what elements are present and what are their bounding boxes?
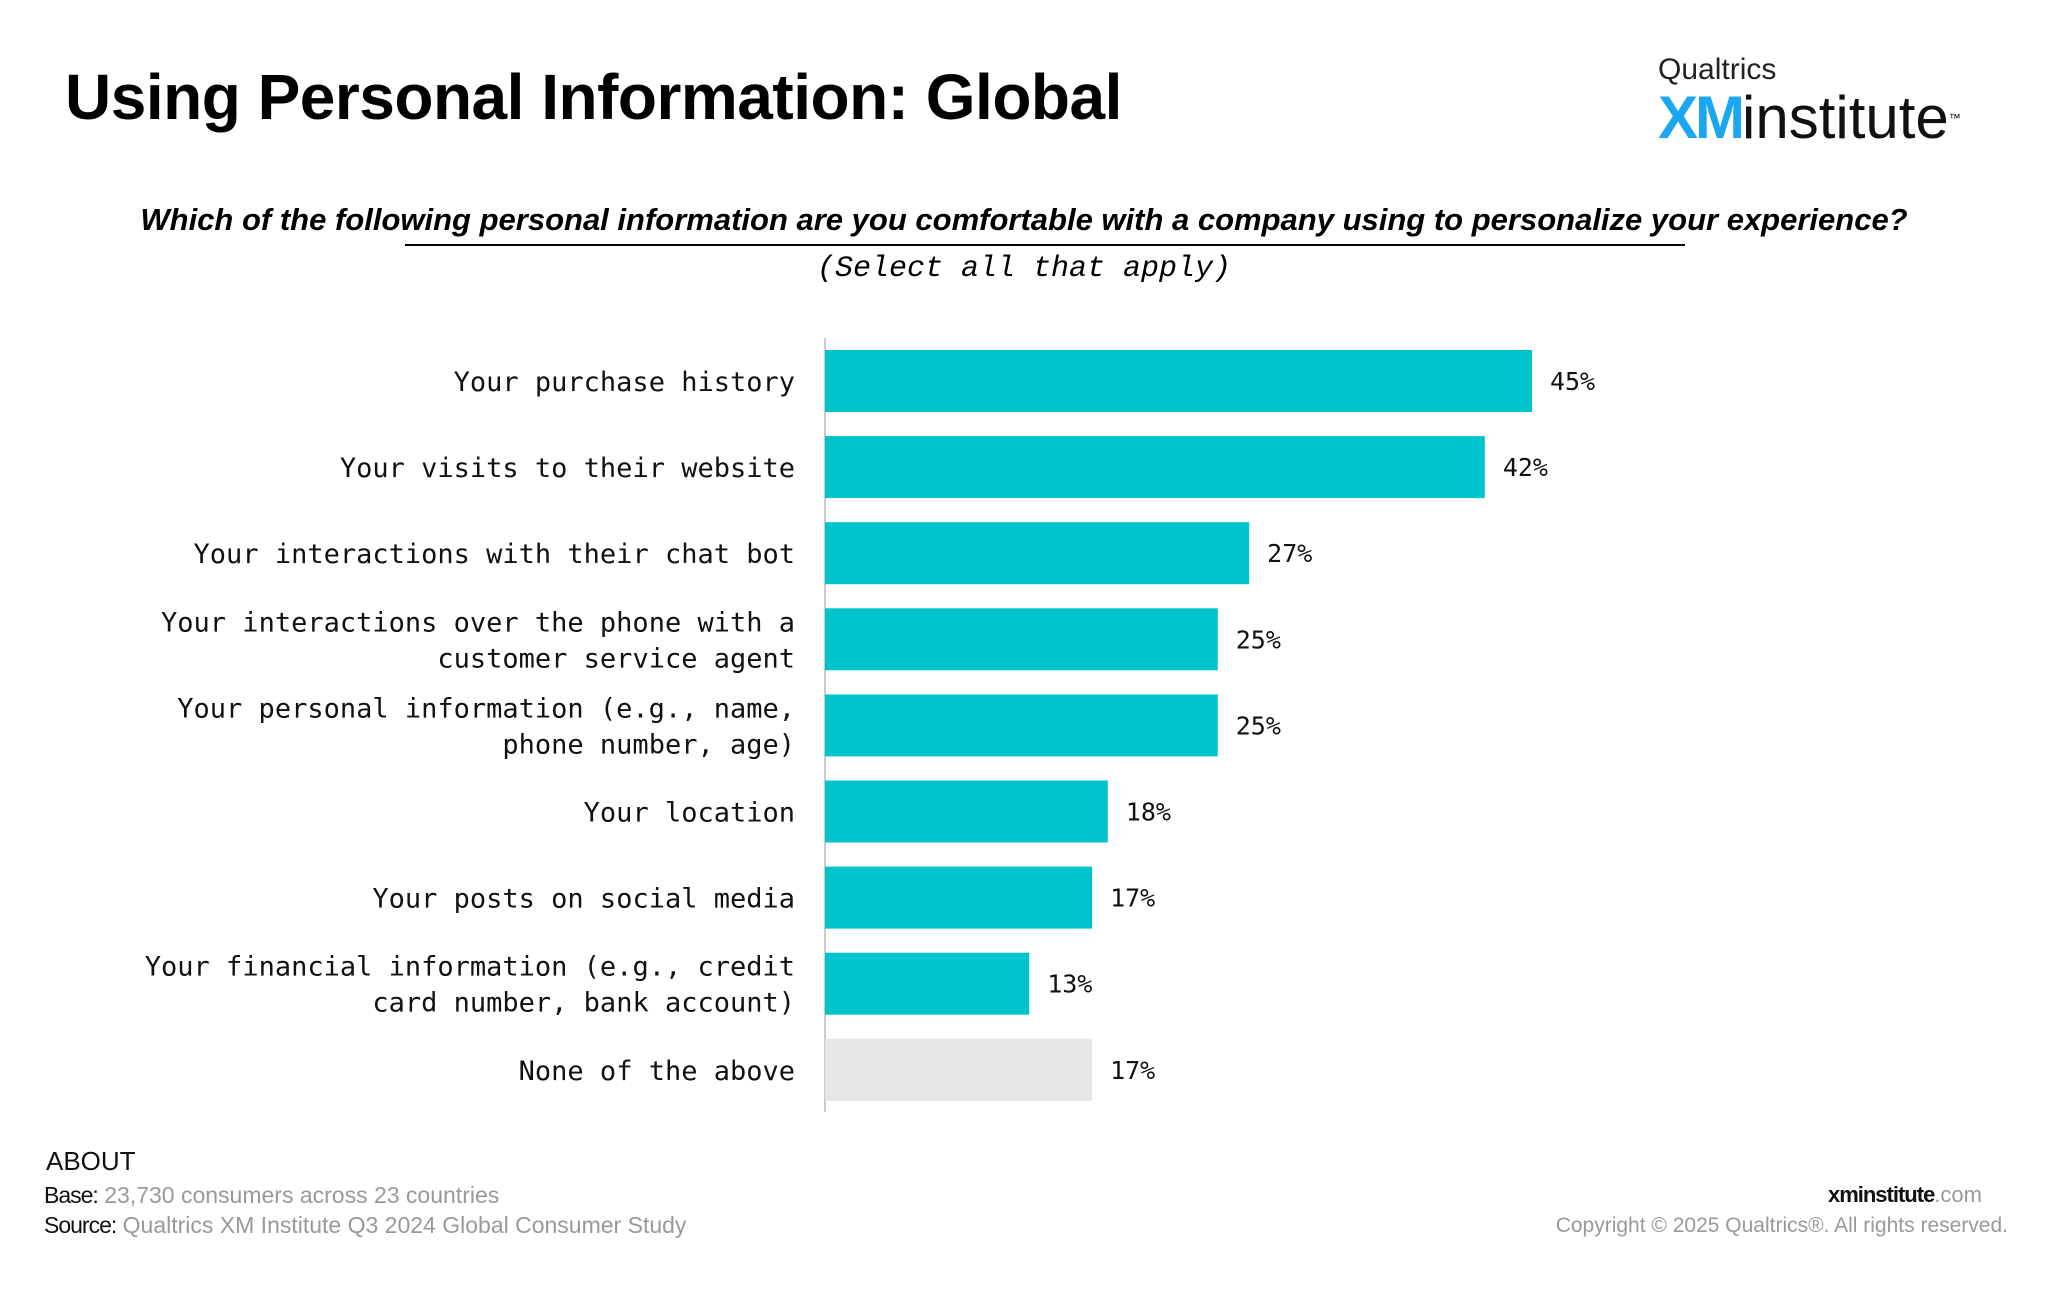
- site-url-suffix: .com: [1934, 1182, 1982, 1207]
- bar: [825, 522, 1250, 585]
- bar-value-label: 17%: [1110, 884, 1155, 913]
- bar-value-label: 42%: [1503, 453, 1548, 482]
- bar-value-label: 18%: [1126, 798, 1171, 827]
- category-label: Your visits to their website: [340, 453, 795, 484]
- logo-xm-text: XM: [1658, 84, 1745, 151]
- xm-institute-logo: Qualtrics XMinstitute™: [1658, 52, 1998, 148]
- logo-trademark: ™: [1948, 111, 1961, 125]
- category-label: Your location: [584, 798, 795, 829]
- question-underline: [405, 244, 1685, 246]
- bar: [825, 694, 1218, 757]
- category-label-line: Your posts on social media: [372, 884, 795, 915]
- chart-title: Using Personal Information: Global: [65, 61, 1122, 133]
- category-label: Your interactions with their chat bot: [194, 539, 795, 570]
- category-label: Your financial information (e.g., credit…: [145, 952, 795, 1019]
- category-label: Your posts on social media: [372, 884, 795, 915]
- bar: [825, 866, 1093, 929]
- base-value: 23,730 consumers across 23 countries: [104, 1182, 500, 1208]
- category-label-line: Your interactions with their chat bot: [194, 539, 795, 570]
- about-heading: ABOUT: [46, 1146, 136, 1176]
- site-url-bold: xminstitute: [1827, 1182, 1935, 1207]
- source-label: Source:: [44, 1212, 117, 1238]
- category-label-line: Your financial information (e.g., credit: [145, 952, 795, 983]
- bar: [825, 1038, 1093, 1101]
- base-note: Base: 23,730 consumers across 23 countri…: [44, 1182, 499, 1209]
- bar-value-label: 17%: [1110, 1056, 1155, 1085]
- bar-value-label: 13%: [1047, 970, 1092, 999]
- category-label-line: Your purchase history: [454, 367, 795, 398]
- bar: [825, 780, 1108, 843]
- category-label: Your interactions over the phone with a c…: [161, 607, 795, 674]
- survey-question: Which of the following personal informat…: [140, 202, 1908, 237]
- category-label: Your personal information (e.g., name, ph…: [177, 693, 795, 760]
- base-label: Base:: [44, 1182, 99, 1208]
- bar: [825, 608, 1218, 671]
- category-label-line: customer service agent: [437, 643, 795, 674]
- bar: [825, 436, 1485, 499]
- category-label-line: phone number, age): [502, 729, 795, 760]
- source-note: Source: Qualtrics XM Institute Q3 2024 G…: [44, 1212, 686, 1239]
- source-value: Qualtrics XM Institute Q3 2024 Global Co…: [122, 1212, 687, 1238]
- category-label-line: card number, bank account): [372, 988, 795, 1019]
- site-url: xminstitute.com: [1828, 1182, 1982, 1208]
- category-label-line: None of the above: [519, 1056, 795, 1087]
- category-label-line: Your personal information (e.g., name,: [177, 693, 795, 724]
- bar-value-label: 45%: [1550, 367, 1595, 396]
- category-label-line: Your location: [584, 798, 795, 829]
- bar-value-label: 25%: [1236, 625, 1281, 654]
- bar: [825, 952, 1030, 1015]
- bar: [825, 350, 1532, 412]
- category-label: Your purchase history: [454, 367, 795, 398]
- bar-value-label: 27%: [1267, 539, 1312, 568]
- category-label: None of the above: [519, 1056, 795, 1087]
- copyright-notice: Copyright © 2025 Qualtrics®. All rights …: [1555, 1214, 2008, 1237]
- category-label-line: Your visits to their website: [340, 453, 795, 484]
- logo-qualtrics-text: Qualtrics: [1658, 53, 1777, 86]
- category-label-line: Your interactions over the phone with a: [161, 607, 795, 638]
- logo-institute-text: institute: [1742, 84, 1949, 151]
- survey-instruction: (Select all that apply): [816, 252, 1232, 286]
- bar-value-label: 25%: [1236, 711, 1281, 740]
